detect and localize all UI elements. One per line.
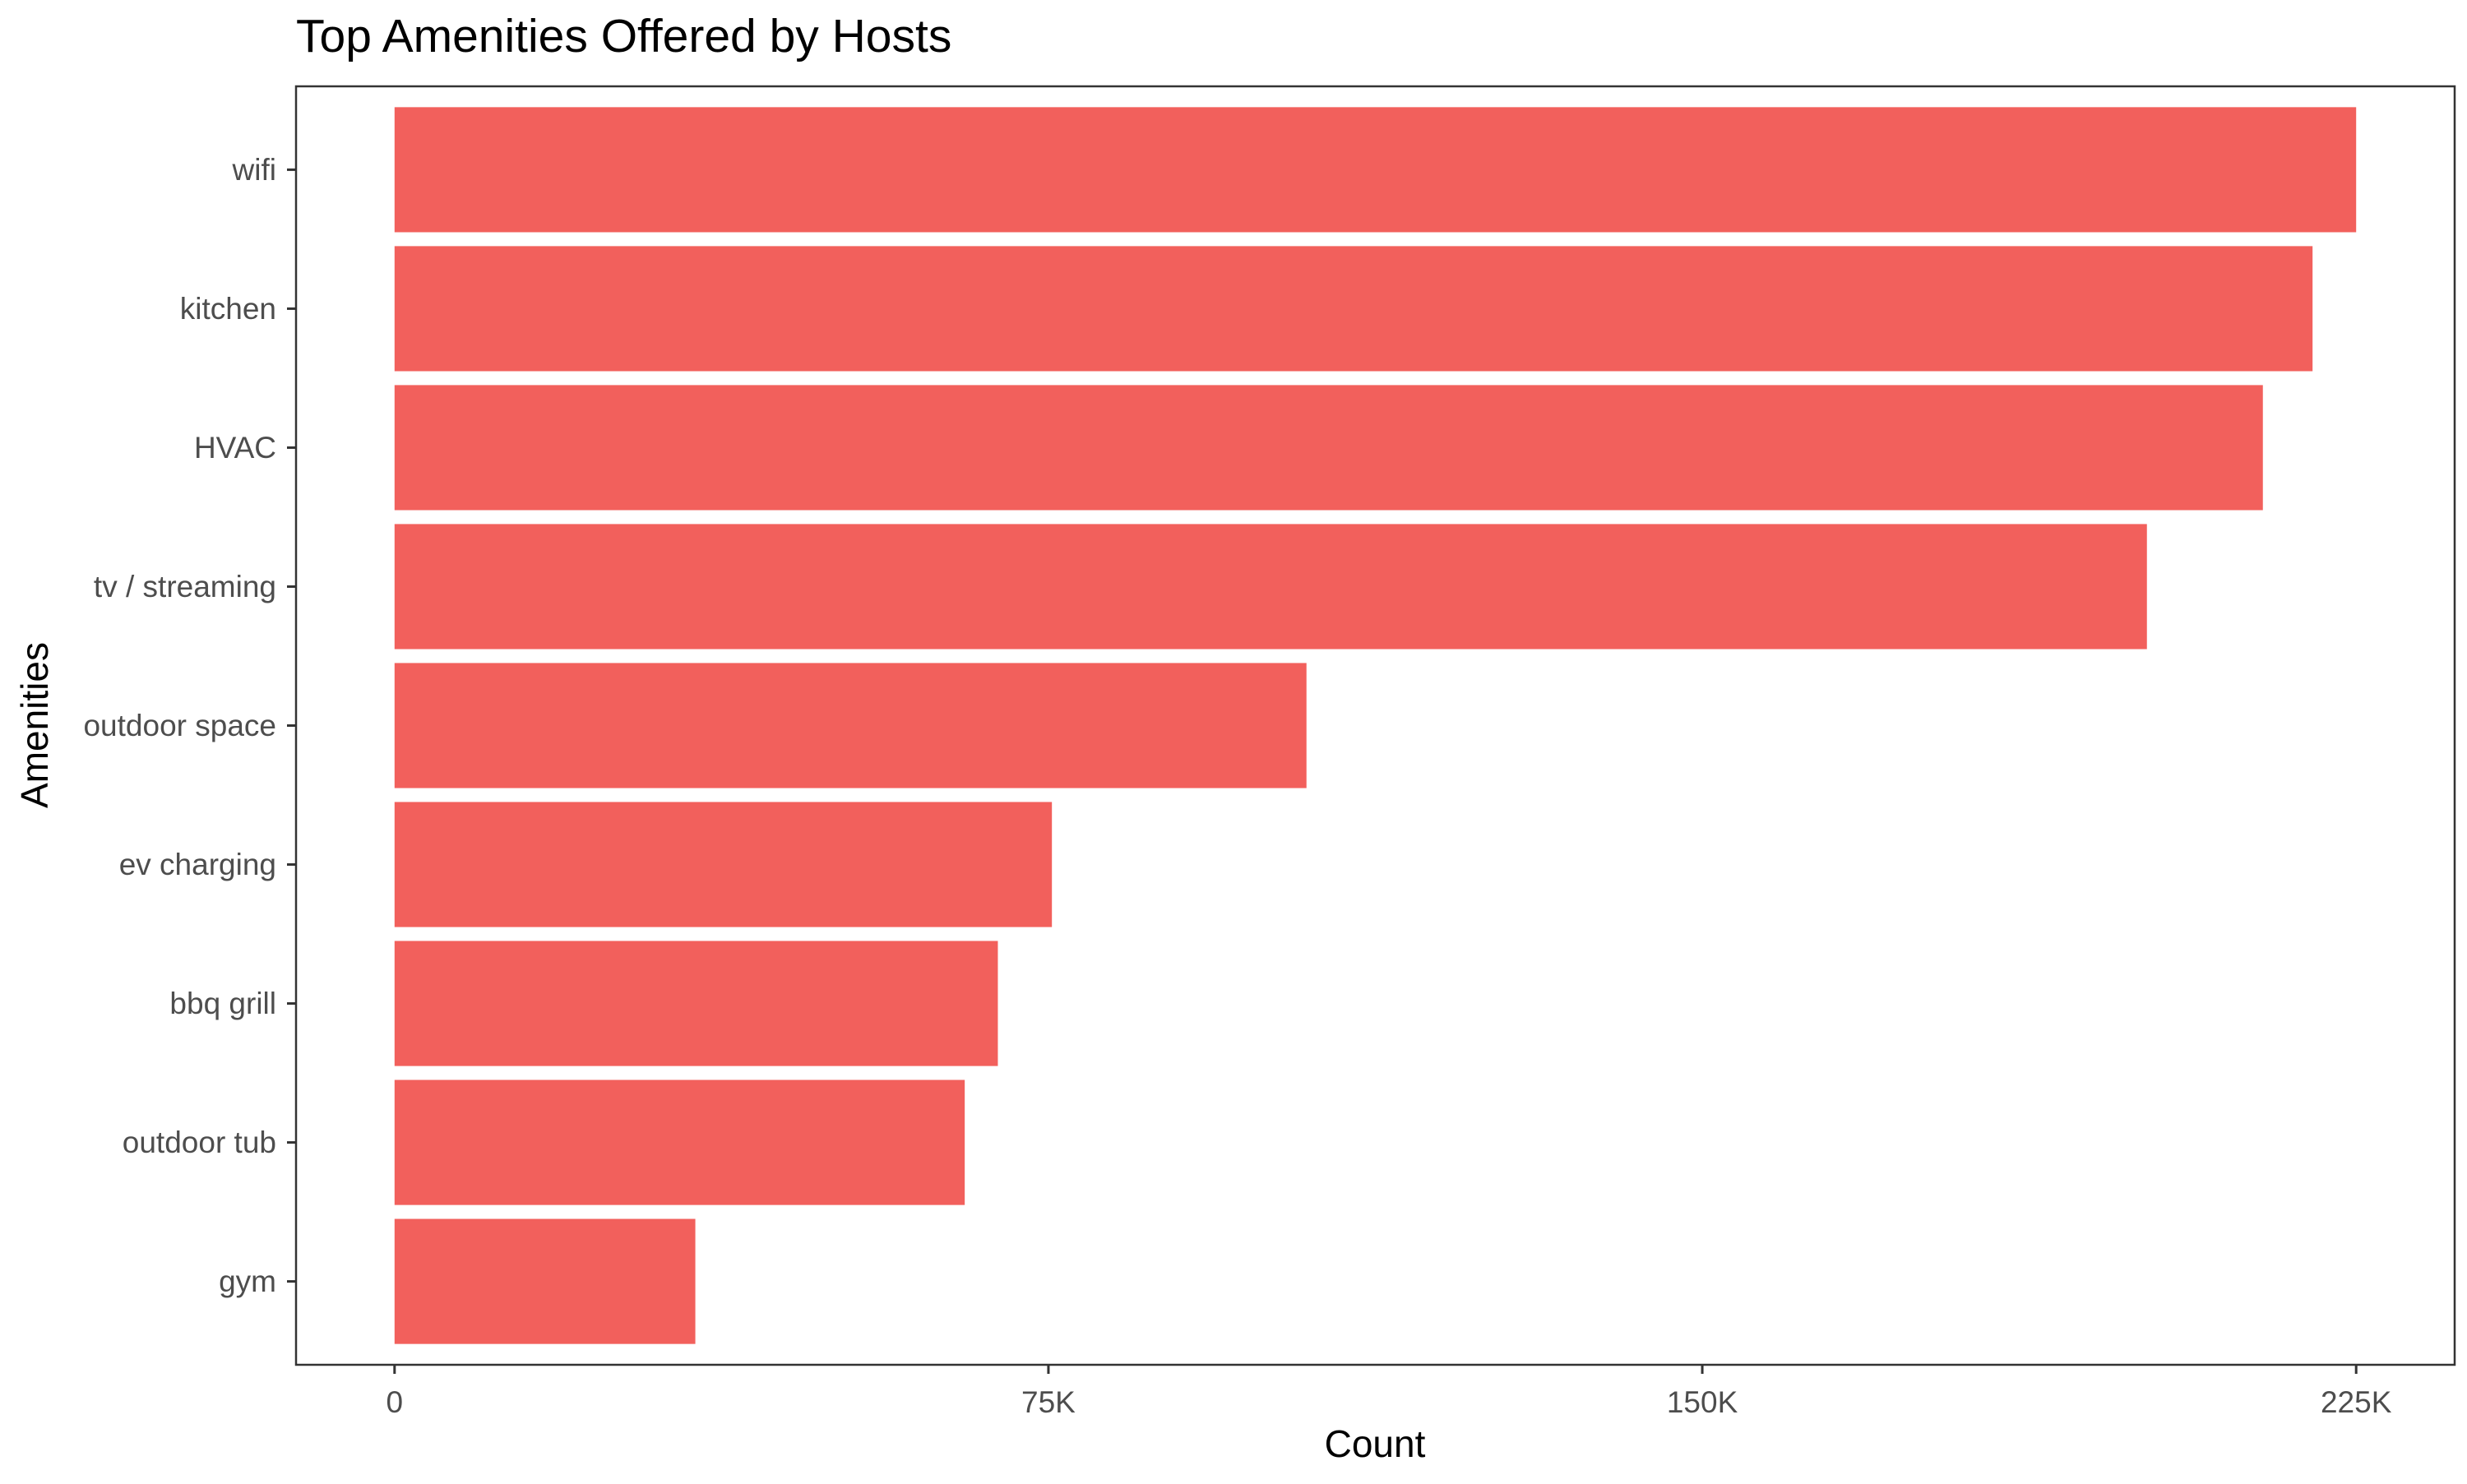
y-tick-label: tv / streaming [94, 570, 276, 603]
bar-kitchen [394, 246, 2313, 372]
y-tick-label: HVAC [194, 431, 276, 465]
bar-tv-streaming [394, 524, 2147, 650]
x-tick-label: 150K [1667, 1385, 1738, 1419]
y-axis-title: Amenities [13, 642, 56, 808]
x-tick-label: 225K [2321, 1385, 2392, 1419]
bars [394, 107, 2357, 1344]
bar-wifi [394, 107, 2357, 233]
y-tick-label: ev charging [119, 848, 276, 881]
x-axis: 0 75K 150K 225K [386, 1365, 2392, 1419]
y-axis: wifi kitchen HVAC tv / streaming outdoor spa… [83, 153, 296, 1298]
bar-bbq-grill [394, 941, 998, 1066]
y-tick-label: bbq grill [169, 987, 276, 1020]
y-tick-label: outdoor space [83, 709, 276, 742]
x-tick-label: 0 [386, 1385, 404, 1419]
x-tick-label: 75K [1021, 1385, 1076, 1419]
x-axis-title: Count [1325, 1422, 1426, 1465]
y-tick-label: gym [219, 1264, 276, 1298]
bar-outdoor-tub [394, 1079, 965, 1205]
bar-outdoor-space [394, 663, 1307, 788]
bar-hvac [394, 385, 2263, 511]
y-tick-label: wifi [232, 153, 276, 187]
bar-ev-charging [394, 802, 1053, 927]
y-tick-label: outdoor tub [123, 1126, 276, 1159]
chart-title: Top Amenities Offered by Hosts [296, 10, 951, 62]
bar-gym [394, 1218, 696, 1344]
y-tick-label: kitchen [180, 292, 276, 326]
